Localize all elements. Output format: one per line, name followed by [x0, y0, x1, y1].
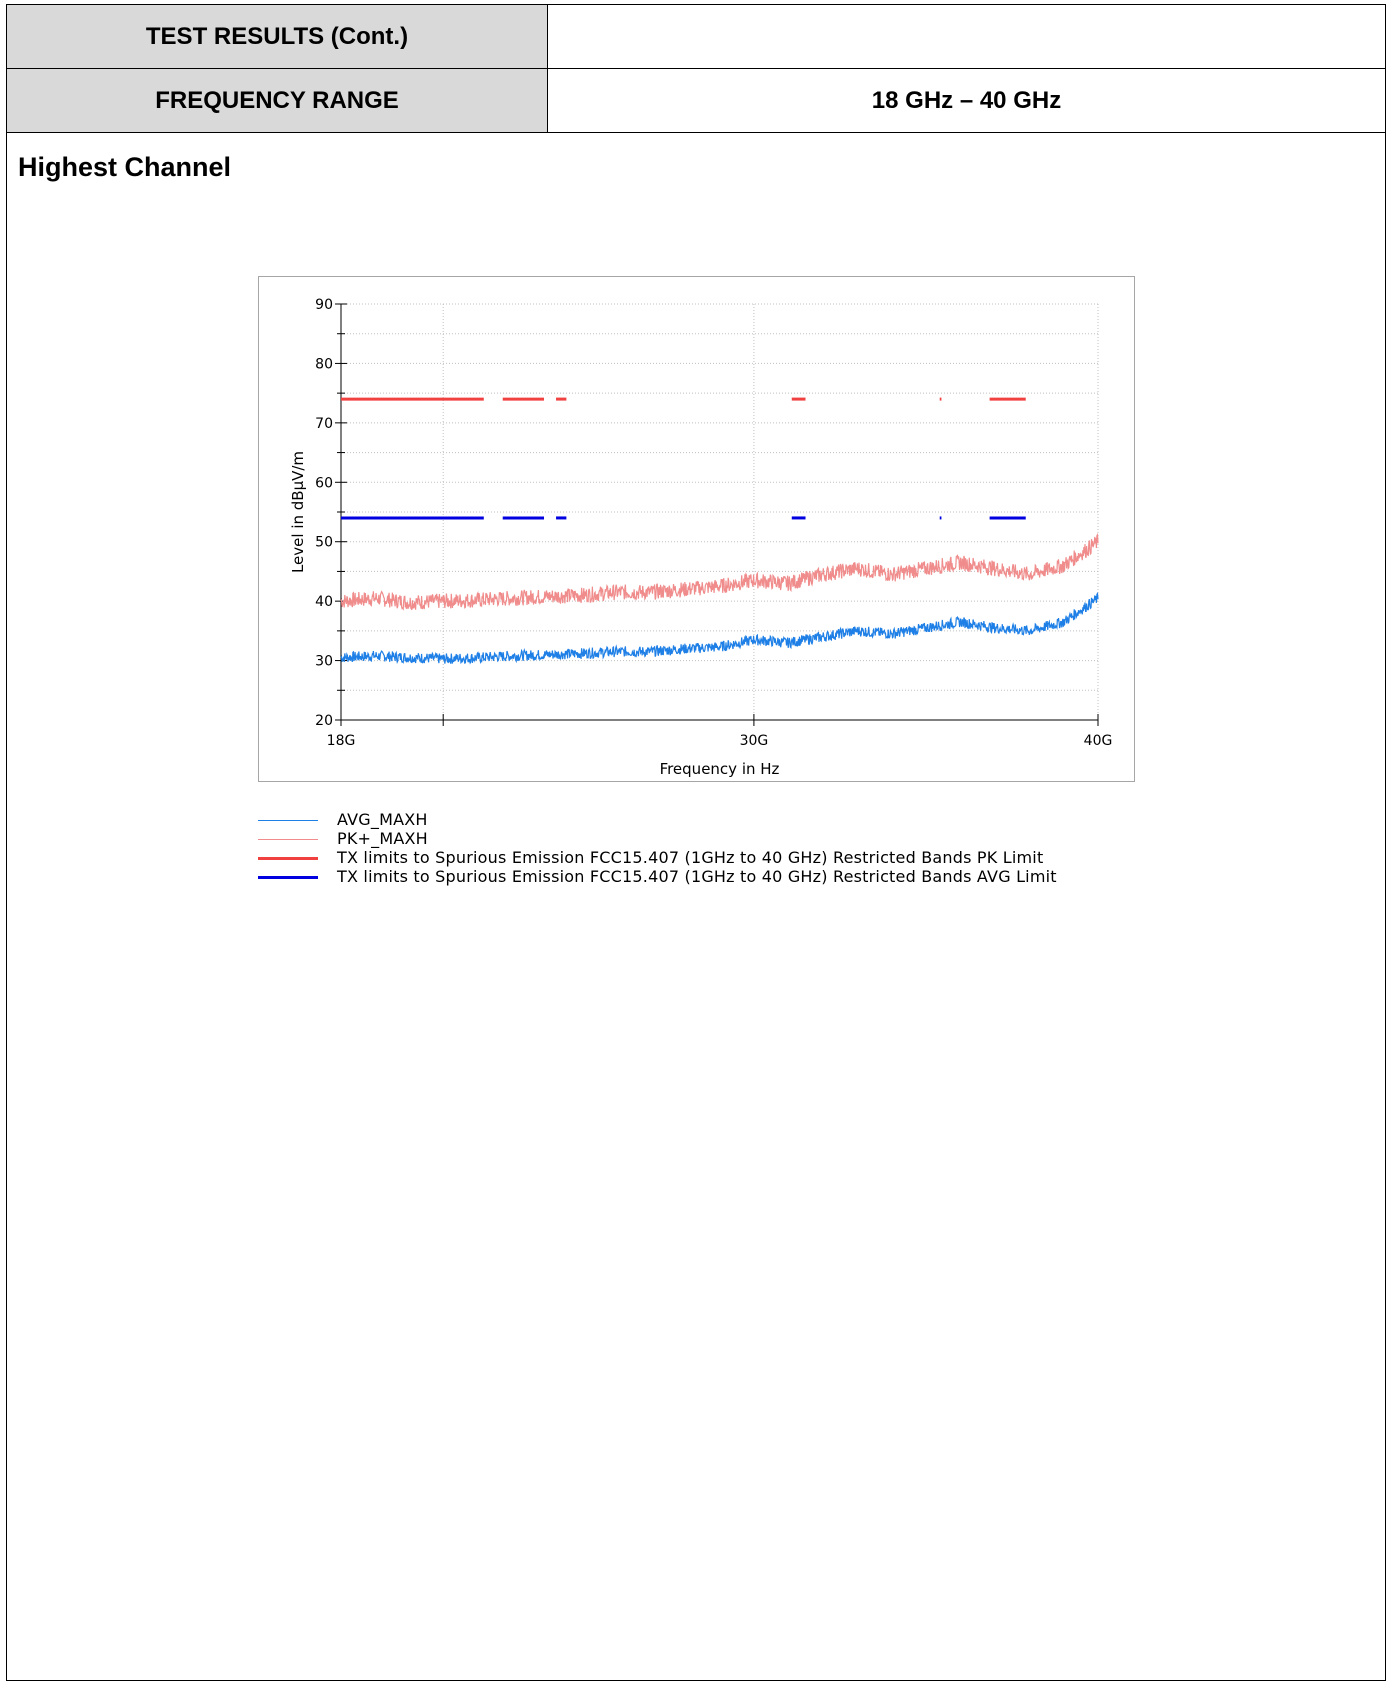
frequency-range-value: 18 GHz – 40 GHz [871, 86, 1062, 114]
y-tick-label: 30 [315, 654, 333, 670]
y-axis-label: Level in dBµV/m [289, 451, 307, 573]
header-row-test-results: TEST RESULTS (Cont.) [6, 4, 1386, 69]
legend-label: TX limits to Spurious Emission FCC15.407… [337, 867, 1057, 886]
y-tick-label: 20 [315, 713, 333, 729]
test-results-value [548, 5, 1385, 69]
x-tick-label: 30G [740, 733, 769, 749]
legend-swatch [258, 839, 318, 840]
legend-label: TX limits to Spurious Emission FCC15.407… [337, 848, 1044, 867]
pk-maxh-trace [340, 532, 1099, 611]
y-tick-label: 70 [315, 416, 333, 432]
avg-maxh-trace [340, 591, 1099, 665]
legend-label: PK+_MAXH [337, 829, 428, 848]
legend-label: AVG_MAXH [337, 810, 428, 829]
x-axis-label: Frequency in Hz [660, 760, 780, 778]
x-tick-label: 40G [1084, 733, 1113, 749]
y-tick-label: 80 [315, 356, 333, 372]
section-title: Highest Channel [18, 152, 232, 182]
x-tick-label: 18G [327, 733, 356, 749]
header-row-frequency-range: FREQUENCY RANGE 18 GHz – 40 GHz [6, 68, 1386, 133]
y-tick-label: 60 [315, 475, 333, 491]
y-tick-label: 90 [315, 297, 333, 313]
page-frame [6, 4, 1386, 1681]
frequency-range-label: FREQUENCY RANGE [7, 69, 548, 132]
emission-chart: 20 30 40 50 60 70 80 90 18G 30G 40G Frequency in Hz… [289, 297, 1113, 778]
y-tick-label: 50 [315, 535, 333, 551]
legend-swatch [258, 857, 318, 860]
legend-swatch [258, 876, 318, 879]
chart-container: 20 30 40 50 60 70 80 90 18G 30G 40G Frequency in Hz… [258, 276, 1135, 782]
y-tick-label: 40 [315, 594, 333, 610]
test-results-label: TEST RESULTS (Cont.) [7, 5, 548, 69]
legend-swatch [258, 820, 318, 821]
